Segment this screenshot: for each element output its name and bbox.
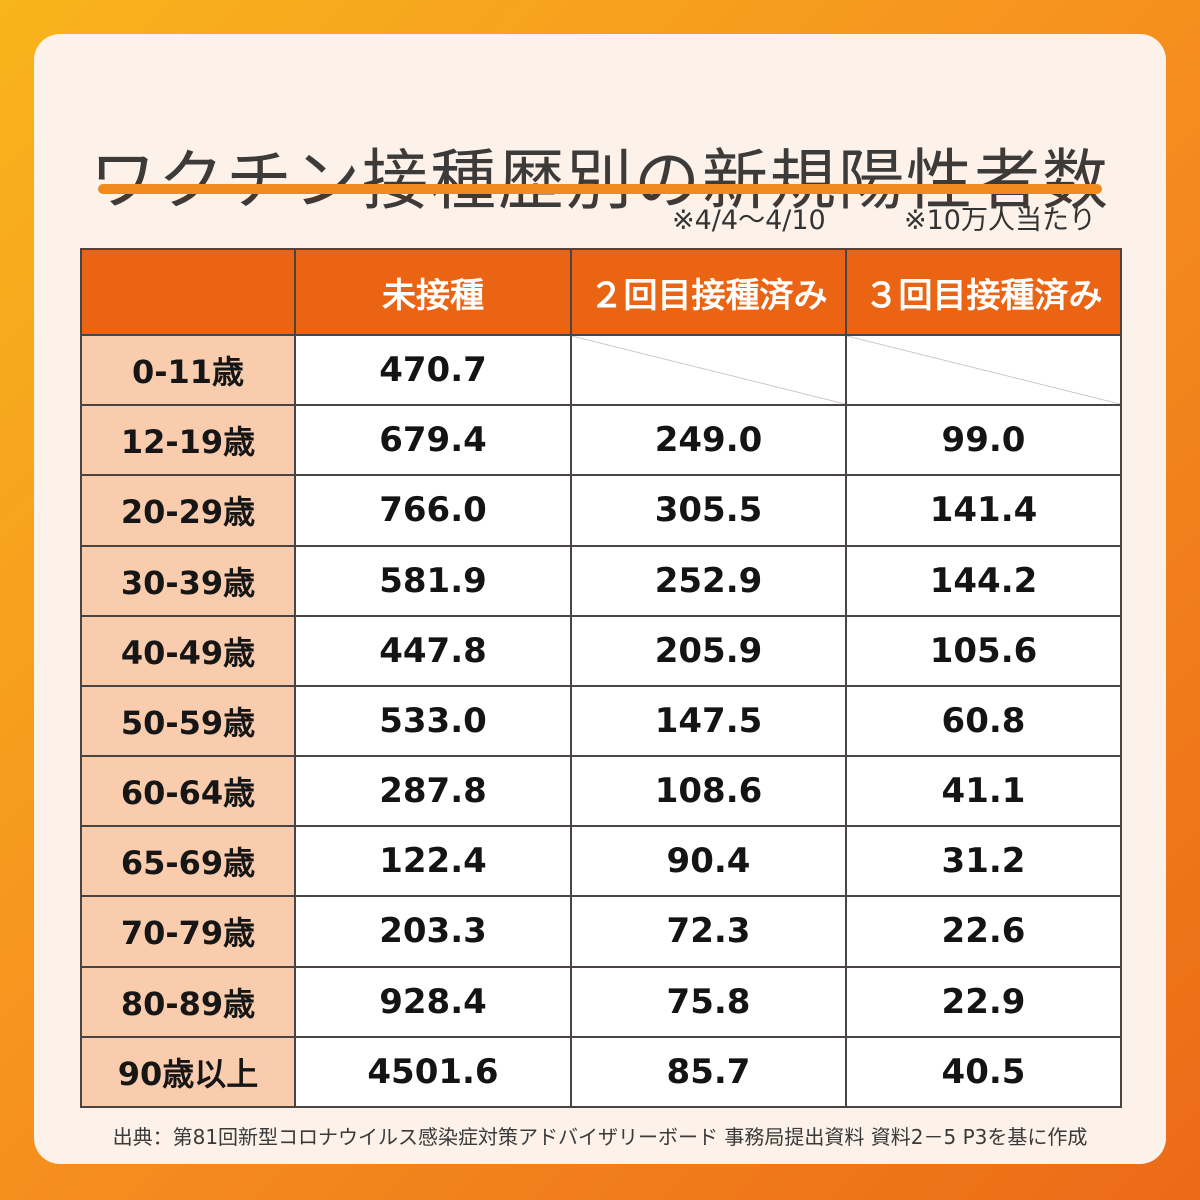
second-dose-cell: 249.0 — [570, 404, 847, 477]
second-dose-cell: 205.9 — [570, 614, 847, 687]
second-dose-cell: 72.3 — [570, 895, 847, 968]
age-group-cell: 50-59歳 — [80, 684, 296, 758]
table-row: 80-89歳 928.4 75.8 22.9 — [80, 965, 1122, 1038]
second-dose-cell: 85.7 — [570, 1035, 847, 1109]
unvaccinated-cell: 4501.6 — [294, 1035, 572, 1109]
age-group-cell: 60-64歳 — [80, 755, 296, 828]
third-dose-cell: 99.0 — [845, 404, 1122, 477]
not-applicable-cell — [845, 333, 1122, 407]
age-group-cell: 12-19歳 — [80, 404, 296, 477]
unvaccinated-cell: 581.9 — [294, 544, 572, 617]
age-group-cell: 0-11歳 — [80, 333, 296, 407]
third-dose-cell: 105.6 — [845, 614, 1122, 687]
source-citation: 出典：第81回新型コロナウイルス感染症対策アドバイザリーボード 事務局提出資料 … — [112, 1125, 1088, 1149]
unvaccinated-cell: 679.4 — [294, 404, 572, 477]
third-dose-cell: 60.8 — [845, 684, 1122, 758]
age-group-cell: 80-89歳 — [80, 965, 296, 1038]
unvaccinated-cell: 470.7 — [294, 333, 572, 407]
header-third-dose: ３回目接種済み — [845, 248, 1122, 336]
age-group-cell: 20-29歳 — [80, 474, 296, 547]
not-applicable-cell — [570, 333, 847, 407]
table-row: 0-11歳 470.7 — [80, 333, 1122, 407]
second-dose-cell: 90.4 — [570, 825, 847, 898]
age-group-cell: 30-39歳 — [80, 544, 296, 617]
header-unvaccinated: 未接種 — [294, 248, 572, 336]
unit-note: ※10万人当たり — [904, 205, 1096, 236]
second-dose-cell: 108.6 — [570, 755, 847, 828]
age-group-cell: 90歳以上 — [80, 1035, 296, 1109]
age-group-cell: 40-49歳 — [80, 614, 296, 687]
third-dose-cell: 22.6 — [845, 895, 1122, 968]
table-row: 30-39歳 581.9 252.9 144.2 — [80, 544, 1122, 617]
unvaccinated-cell: 287.8 — [294, 755, 572, 828]
page-title: ワクチン接種歴別の新規陽性者数 — [90, 142, 1110, 220]
unvaccinated-cell: 766.0 — [294, 474, 572, 547]
unvaccinated-cell: 122.4 — [294, 825, 572, 898]
table-row: 50-59歳 533.0 147.5 60.8 — [80, 684, 1122, 758]
third-dose-cell: 31.2 — [845, 825, 1122, 898]
table-header-row: 未接種 ２回目接種済み ３回目接種済み — [80, 248, 1122, 336]
unvaccinated-cell: 928.4 — [294, 965, 572, 1038]
header-corner — [80, 248, 296, 336]
table-row: 70-79歳 203.3 72.3 22.6 — [80, 895, 1122, 968]
age-group-cell: 65-69歳 — [80, 825, 296, 898]
table-row: 90歳以上 4501.6 85.7 40.5 — [80, 1035, 1122, 1109]
third-dose-cell: 41.1 — [845, 755, 1122, 828]
third-dose-cell: 144.2 — [845, 544, 1122, 617]
header-second-dose: ２回目接種済み — [570, 248, 847, 336]
unvaccinated-cell: 533.0 — [294, 684, 572, 758]
table-row: 65-69歳 122.4 90.4 31.2 — [80, 825, 1122, 898]
period-note: ※4/4～4/10 — [672, 205, 826, 236]
second-dose-cell: 305.5 — [570, 474, 847, 547]
table-row: 20-29歳 766.0 305.5 141.4 — [80, 474, 1122, 547]
third-dose-cell: 141.4 — [845, 474, 1122, 547]
table-row: 60-64歳 287.8 108.6 41.1 — [80, 755, 1122, 828]
cases-table: 未接種 ２回目接種済み ３回目接種済み 0-11歳 470.7 12-19歳 6… — [80, 248, 1122, 1109]
table-row: 12-19歳 679.4 249.0 99.0 — [80, 404, 1122, 477]
age-group-cell: 70-79歳 — [80, 895, 296, 968]
title-underline — [98, 184, 1102, 194]
second-dose-cell: 147.5 — [570, 684, 847, 758]
table-row: 40-49歳 447.8 205.9 105.6 — [80, 614, 1122, 687]
unvaccinated-cell: 203.3 — [294, 895, 572, 968]
unvaccinated-cell: 447.8 — [294, 614, 572, 687]
third-dose-cell: 22.9 — [845, 965, 1122, 1038]
second-dose-cell: 75.8 — [570, 965, 847, 1038]
third-dose-cell: 40.5 — [845, 1035, 1122, 1109]
second-dose-cell: 252.9 — [570, 544, 847, 617]
